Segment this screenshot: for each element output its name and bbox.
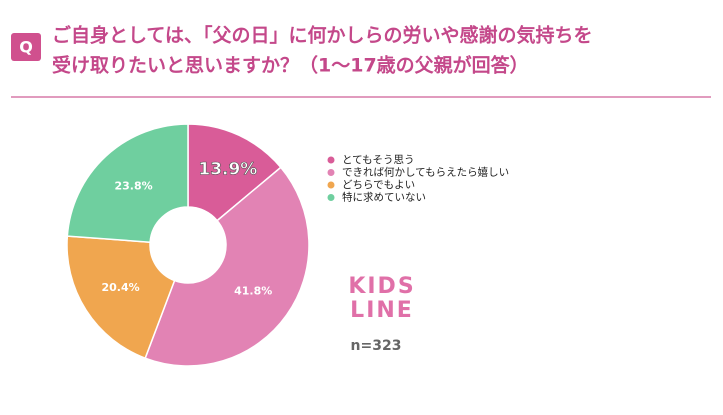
value-label: 23.8%	[114, 179, 152, 192]
legend-swatch	[327, 156, 335, 164]
logo: LINE	[350, 298, 414, 323]
legend-label: 特に求めていない	[342, 192, 426, 204]
legend-label: できれば何かしてもらえたら嬉しい	[342, 166, 509, 179]
logo: KIDS	[348, 274, 415, 299]
title: ご自身としては、「父の日」に何かしらの労いや感謝の気持ちを	[52, 24, 593, 47]
legend-label: どちらでもよい	[342, 179, 415, 191]
slice	[66, 235, 176, 360]
legend-swatch	[327, 169, 335, 176]
slice	[144, 166, 310, 367]
title: 受け取りたいと思いますか？（1〜17歳の父親が回答）	[52, 54, 529, 77]
badge: Q	[19, 38, 33, 57]
sample-size: n=323	[351, 338, 402, 354]
value-label: 20.4%	[101, 281, 139, 294]
value-label: 41.8%	[234, 284, 272, 297]
legend-swatch	[327, 181, 335, 189]
slice	[187, 123, 282, 222]
badge-box	[11, 33, 41, 61]
legend-swatch	[327, 194, 335, 201]
slice	[66, 123, 189, 243]
legend-label: とてもそう思う	[342, 154, 414, 166]
value-label: 13.9%	[198, 160, 257, 180]
